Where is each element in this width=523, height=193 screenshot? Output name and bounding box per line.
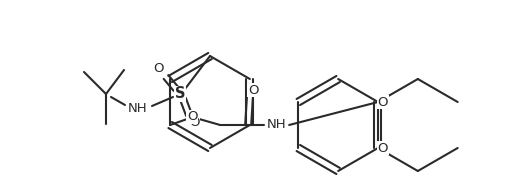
Text: NH: NH [266, 119, 286, 131]
Text: S: S [175, 86, 185, 102]
Text: O: O [187, 111, 197, 124]
Text: NH: NH [128, 102, 148, 114]
Text: O: O [189, 117, 199, 130]
Text: O: O [154, 63, 164, 75]
Text: O: O [248, 84, 258, 96]
Text: O: O [378, 141, 388, 155]
Text: O: O [378, 96, 388, 108]
